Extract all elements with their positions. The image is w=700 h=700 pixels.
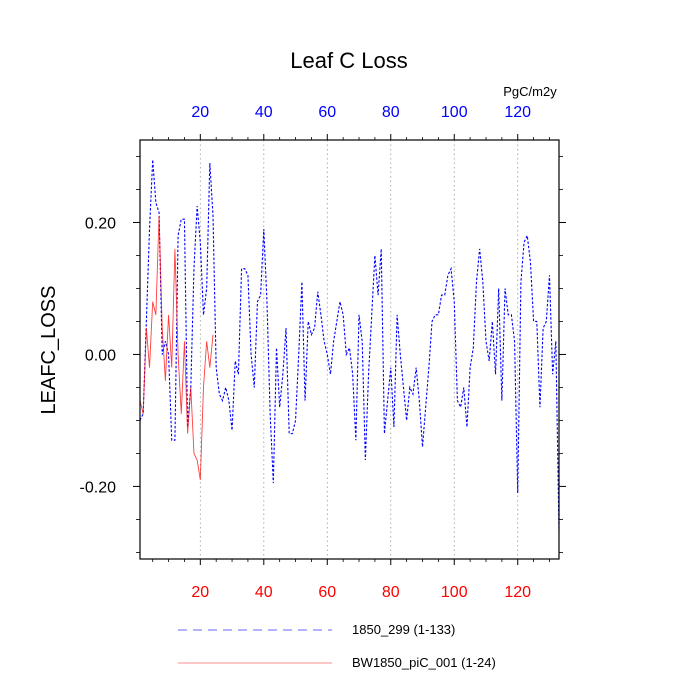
bottom-tick-labels: 20 40 60 80 100 120	[191, 584, 531, 601]
axis-ticks	[133, 134, 566, 565]
chart-title: Leaf C Loss	[290, 48, 407, 73]
y-tick-label-0.20: 0.20	[85, 215, 116, 232]
top-tick-label-80: 80	[382, 104, 400, 121]
bottom-tick-label-100: 100	[441, 584, 468, 601]
series-line-2	[139, 215, 214, 480]
top-tick-label-20: 20	[191, 104, 209, 121]
bottom-tick-label-20: 20	[191, 584, 209, 601]
top-tick-labels: 20 40 60 80 100 120	[191, 104, 531, 121]
bottom-tick-label-80: 80	[382, 584, 400, 601]
top-tick-label-40: 40	[255, 104, 273, 121]
units-label: PgC/m2y	[503, 84, 557, 99]
left-tick-labels: 0.20 0.00 -0.20	[80, 215, 117, 496]
y-tick-label-0.00: 0.00	[85, 347, 116, 364]
y-axis-label: LEAFC_LOSS	[38, 286, 60, 415]
top-tick-label-120: 120	[504, 104, 531, 121]
series-layer	[139, 159, 560, 533]
legend: 1850_299 (1-133) BW1850_piC_001 (1-24)	[178, 622, 496, 670]
legend-label-series-1: 1850_299 (1-133)	[352, 622, 455, 637]
legend-label-series-2: BW1850_piC_001 (1-24)	[352, 655, 496, 670]
top-tick-label-60: 60	[318, 104, 336, 121]
top-tick-label-100: 100	[441, 104, 468, 121]
series-line-1	[139, 159, 560, 533]
bottom-tick-label-60: 60	[318, 584, 336, 601]
y-tick-label--0.20: -0.20	[80, 479, 117, 496]
plot-frame	[139, 139, 560, 560]
bottom-tick-label-40: 40	[255, 584, 273, 601]
grid-lines	[199, 140, 519, 559]
bottom-tick-label-120: 120	[504, 584, 531, 601]
